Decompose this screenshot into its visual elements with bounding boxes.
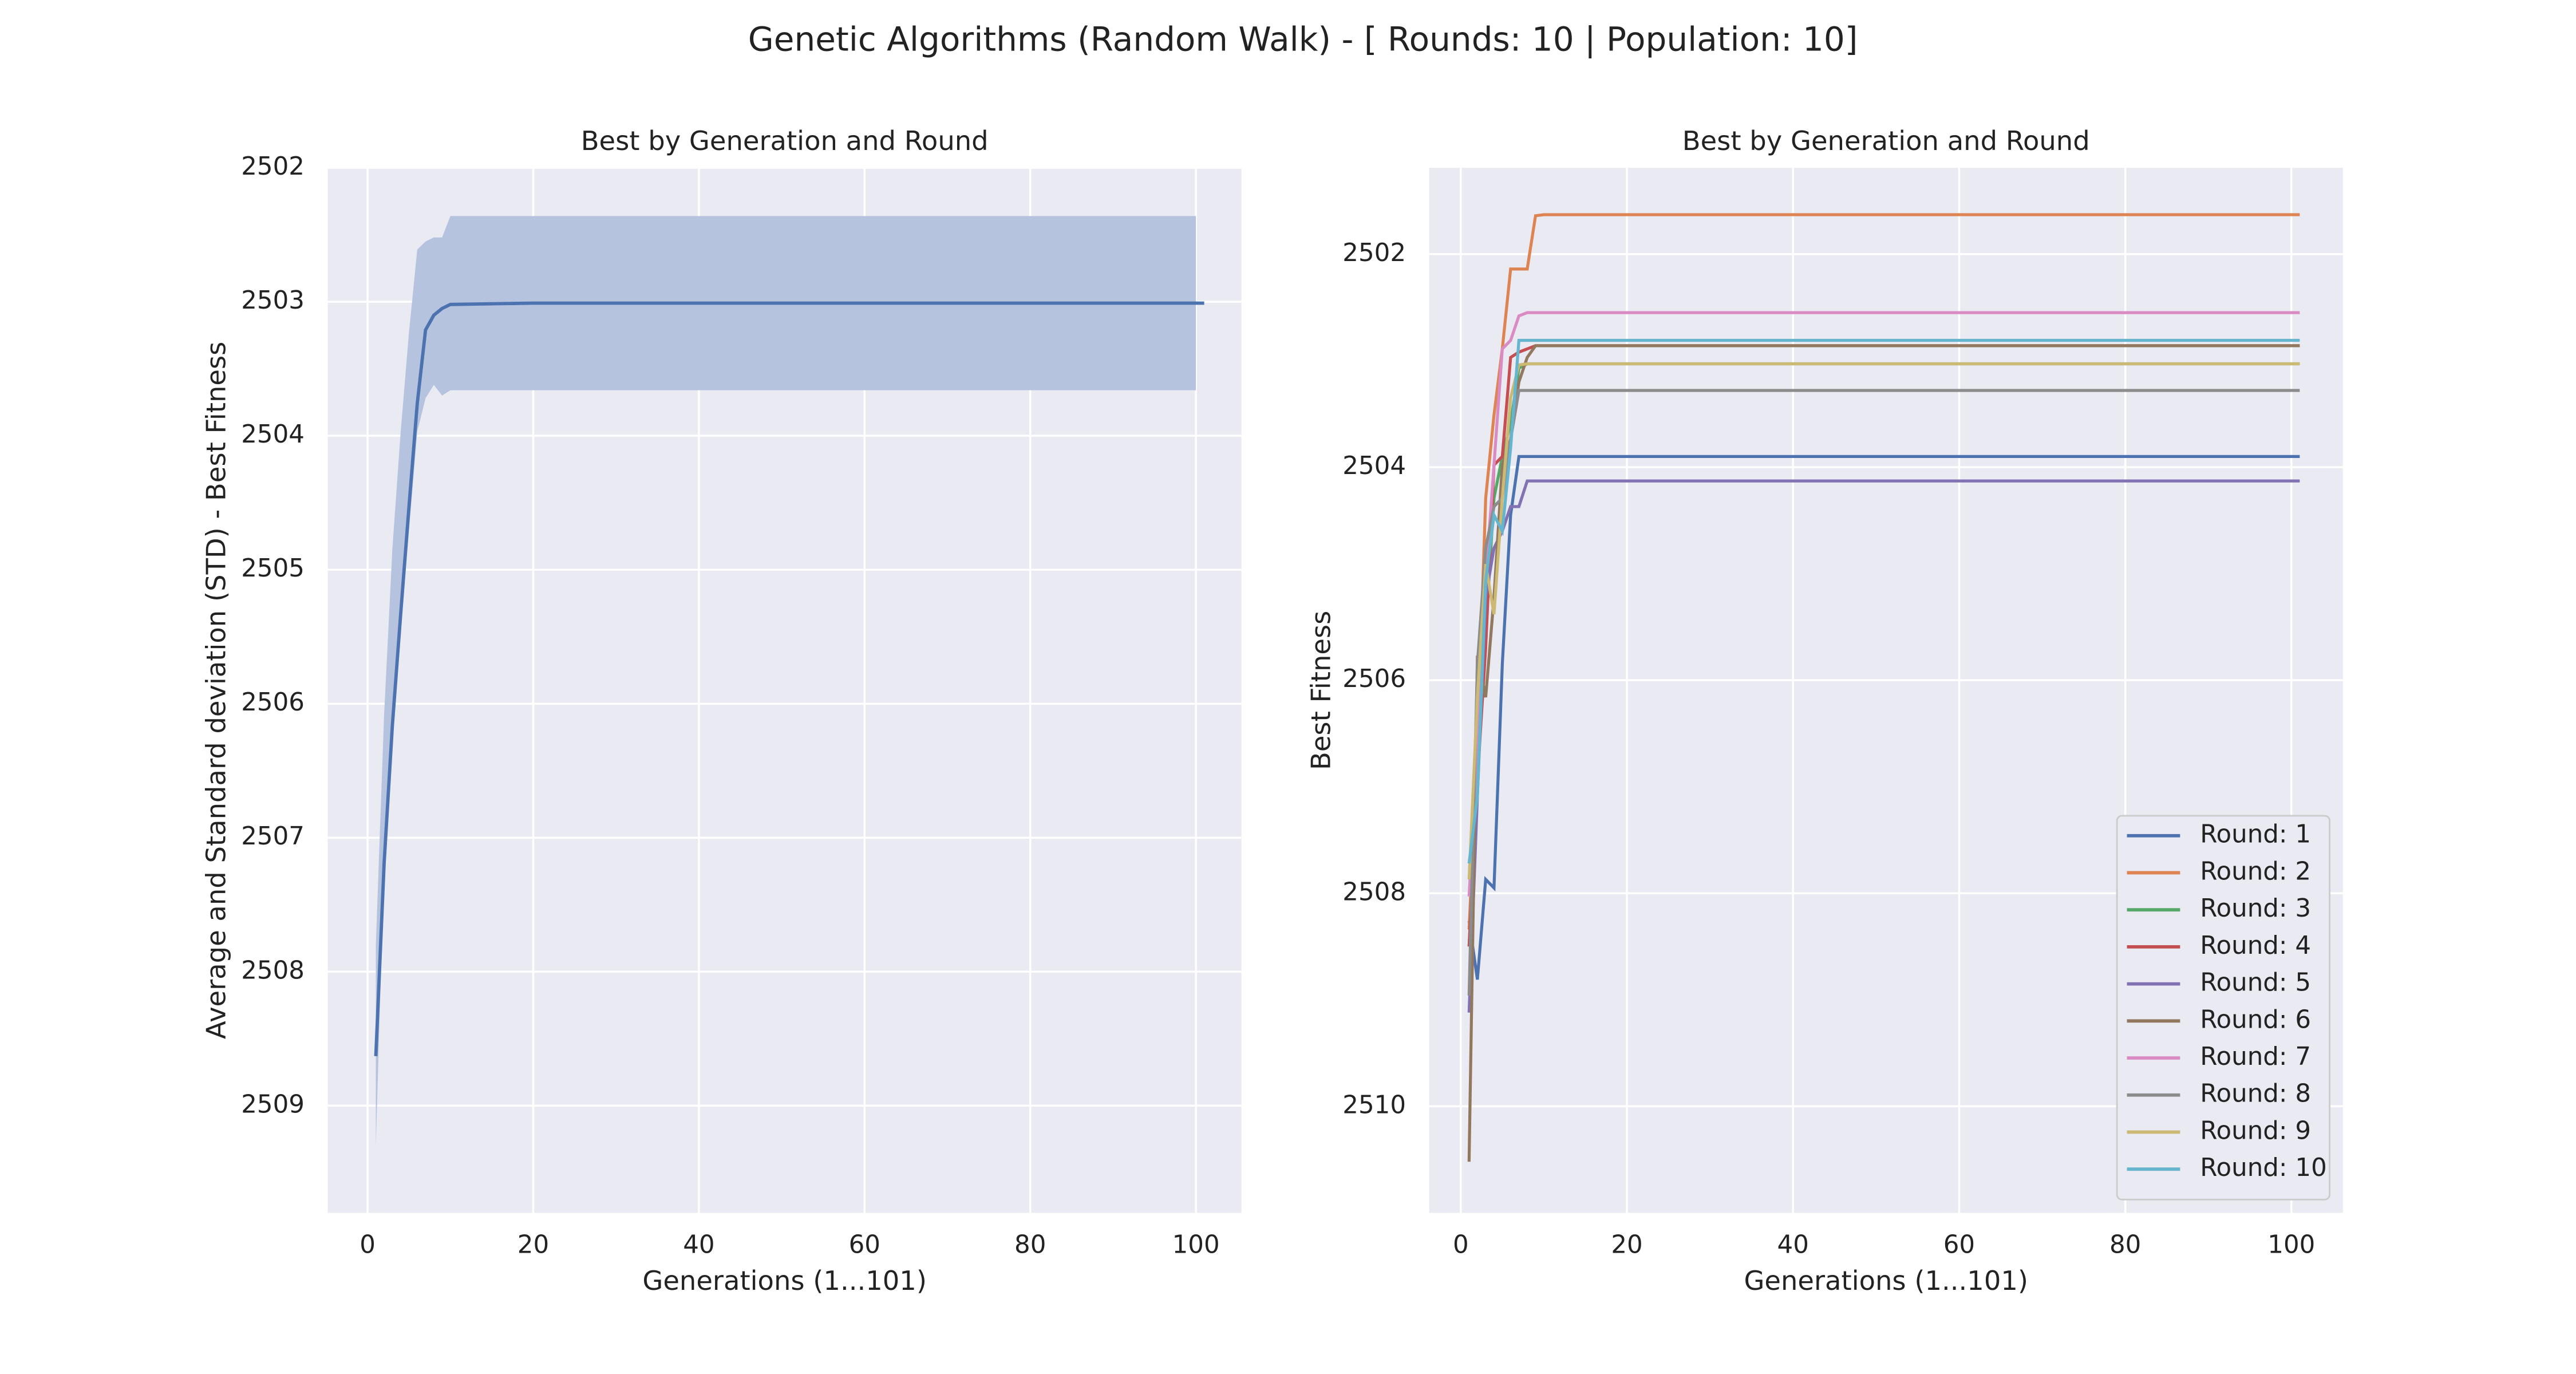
x-axis-label: Generations (1...101): [642, 1265, 927, 1296]
y-tick-label: 2505: [241, 554, 305, 583]
x-tick-label: 20: [1611, 1231, 1642, 1260]
legend-label: Round: 8: [2200, 1080, 2311, 1108]
legend-label: Round: 6: [2200, 1005, 2311, 1034]
legend-label: Round: 4: [2200, 931, 2311, 960]
legend-label: Round: 3: [2200, 894, 2311, 923]
series-line: [1467, 455, 2300, 980]
y-tick-label: 2510: [1342, 1091, 1406, 1119]
legend-label: Round: 2: [2200, 857, 2311, 886]
series-line: [1467, 362, 2300, 880]
x-tick-label: 100: [1172, 1231, 1220, 1260]
y-tick-label: 2509: [241, 1090, 305, 1119]
x-tick-label: 0: [1453, 1231, 1469, 1260]
chart-title: Best by Generation and Round: [1682, 125, 2090, 156]
x-tick-label: 100: [2267, 1231, 2315, 1260]
y-tick-label: 2504: [1342, 452, 1406, 480]
legend-box: [2116, 815, 2331, 1201]
legend-label: Round: 7: [2200, 1043, 2311, 1071]
x-tick-label: 80: [2109, 1231, 2141, 1260]
y-tick-label: 2502: [1342, 239, 1406, 267]
x-tick-label: 80: [1014, 1231, 1046, 1260]
y-tick-label: 2508: [1342, 878, 1406, 906]
y-axis-label: Best Fitness: [1305, 611, 1336, 770]
x-tick-label: 60: [849, 1231, 880, 1260]
y-axis-label: Average and Standard deviation (STD) - B…: [201, 342, 232, 1039]
y-tick-label: 2508: [241, 956, 305, 985]
x-tick-label: 0: [359, 1231, 376, 1260]
y-tick-label: 2507: [241, 822, 305, 851]
x-tick-label: 60: [1943, 1231, 1975, 1260]
y-tick-label: 2506: [1342, 665, 1406, 693]
y-tick-label: 2504: [241, 420, 305, 449]
legend-label: Round: 5: [2200, 969, 2311, 997]
x-axis-label: Generations (1...101): [1744, 1265, 2028, 1296]
x-tick-label: 40: [683, 1231, 714, 1260]
legend-label: Round: 10: [2200, 1154, 2327, 1182]
y-tick-label: 2502: [241, 152, 305, 181]
y-tick-label: 2506: [241, 688, 305, 717]
x-tick-label: 20: [517, 1231, 549, 1260]
legend-label: Round: 1: [2200, 820, 2311, 849]
chart-title: Best by Generation and Round: [581, 125, 989, 156]
legend-label: Round: 9: [2200, 1116, 2311, 1145]
std-band: [376, 216, 1196, 1146]
mean-line: [374, 301, 1204, 1056]
series-line: [1467, 338, 2300, 864]
y-tick-label: 2503: [241, 286, 305, 315]
x-tick-label: 40: [1777, 1231, 1809, 1260]
figure-title: Genetic Algorithms (Random Walk) - [ Rou…: [748, 20, 1858, 59]
